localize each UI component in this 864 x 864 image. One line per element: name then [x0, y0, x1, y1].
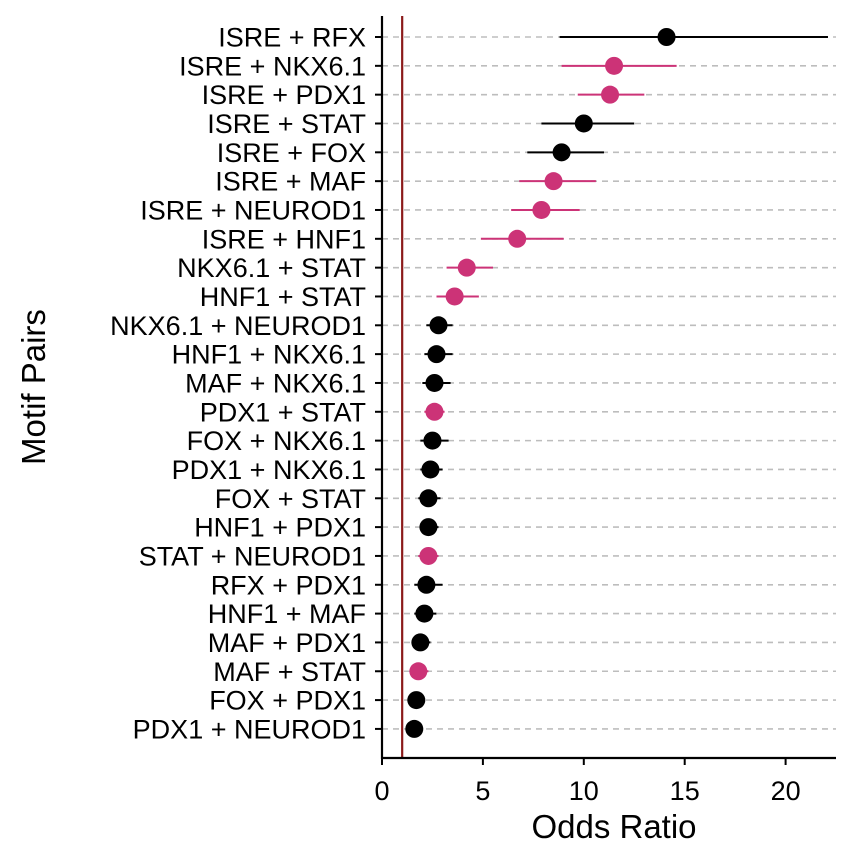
y-tick-label: HNF1 + MAF [208, 599, 366, 629]
x-tick-label: 5 [475, 776, 490, 806]
odds-ratio-point [419, 546, 438, 565]
y-tick-label: PDX1 + STAT [200, 397, 366, 427]
y-tick-label: STAT + NEUROD1 [139, 541, 366, 571]
y-tick-label: HNF1 + NKX6.1 [172, 340, 366, 370]
y-tick-label: PDX1 + NEUROD1 [133, 714, 366, 744]
y-tick-label: FOX + NKX6.1 [187, 426, 366, 456]
odds-ratio-point [409, 662, 428, 681]
odds-ratio-point [544, 172, 563, 191]
odds-ratio-point [574, 114, 593, 133]
odds-ratio-point [601, 85, 620, 104]
y-tick-label: ISRE + FOX [217, 138, 366, 168]
odds-ratio-point [427, 345, 446, 364]
odds-ratio-point [419, 489, 438, 508]
odds-ratio-point [411, 633, 430, 652]
y-tick-label: HNF1 + STAT [200, 282, 366, 312]
y-tick-label: HNF1 + PDX1 [194, 513, 366, 543]
odds-ratio-point [445, 287, 464, 306]
y-tick-label: ISRE + NKX6.1 [179, 51, 366, 81]
gridlines [382, 36, 836, 730]
x-tick-labels: 0 5 10 15 20 [374, 776, 800, 806]
odds-ratio-point [605, 56, 624, 75]
y-tick-label: PDX1 + NKX6.1 [172, 455, 366, 485]
y-tick-label: ISRE + STAT [207, 109, 366, 139]
odds-ratio-point [407, 691, 426, 710]
odds-ratio-point [508, 229, 527, 248]
odds-ratio-points [405, 28, 676, 738]
y-tick-label: ISRE + HNF1 [202, 224, 366, 254]
y-tick-label: FOX + STAT [215, 484, 366, 514]
odds-ratio-point [421, 460, 440, 479]
x-tick-label: 20 [771, 776, 801, 806]
y-axis-title: Motif Pairs [15, 309, 52, 465]
y-tick-label: RFX + PDX1 [211, 570, 366, 600]
odds-ratio-point [417, 575, 436, 594]
y-tick-label: FOX + PDX1 [209, 686, 366, 716]
odds-ratio-point [429, 316, 448, 335]
x-axis-title: Odds Ratio [531, 808, 696, 845]
y-tick-label: MAF + STAT [213, 657, 366, 687]
x-tick-label: 0 [374, 776, 389, 806]
y-tick-label: ISRE + NEUROD1 [140, 195, 366, 225]
y-tick-label: MAF + PDX1 [208, 628, 366, 658]
odds-ratio-point [532, 200, 551, 219]
x-tick-label: 15 [670, 776, 700, 806]
odds-ratio-point [425, 402, 444, 421]
y-tick-label: MAF + NKX6.1 [185, 368, 366, 398]
axes [375, 16, 836, 765]
y-tick-label: ISRE + PDX1 [202, 80, 366, 110]
odds-ratio-point [415, 604, 434, 623]
odds-ratio-point [423, 431, 442, 450]
y-tick-label: NKX6.1 + STAT [177, 253, 366, 283]
odds-ratio-point [425, 373, 444, 392]
odds-ratio-point [552, 143, 571, 162]
odds-ratio-point [657, 28, 676, 46]
x-tick-label: 10 [569, 776, 599, 806]
odds-ratio-point [419, 518, 438, 537]
y-tick-label: ISRE + RFX [218, 23, 366, 53]
y-tick-label: NKX6.1 + NEUROD1 [110, 311, 366, 341]
odds-ratio-point [405, 719, 424, 738]
y-tick-label: ISRE + MAF [215, 167, 366, 197]
odds-ratio-point [457, 258, 476, 277]
